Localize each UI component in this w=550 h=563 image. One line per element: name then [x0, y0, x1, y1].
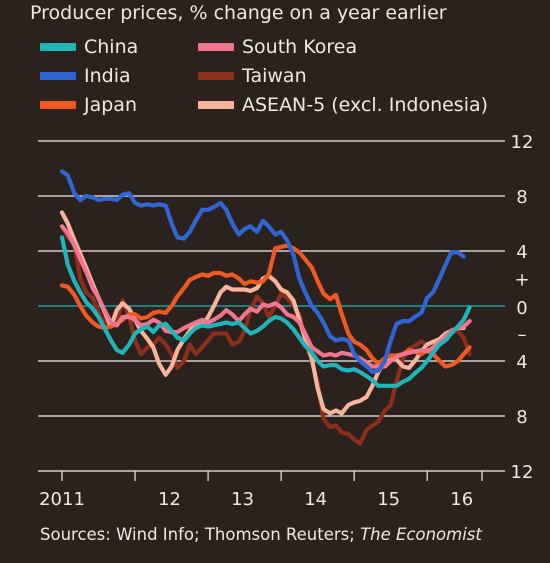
legend-label-japan: Japan — [84, 94, 137, 116]
legend-label-china: China — [84, 36, 139, 58]
legend-swatch-china — [40, 43, 76, 51]
x-tick-label: 15 — [377, 489, 400, 510]
y-tick-label: 8 — [516, 407, 527, 428]
x-tick-label: 16 — [450, 489, 473, 510]
series-lines — [59, 169, 472, 446]
source-text: Sources: Wind Info; Thomson Reuters; — [40, 525, 361, 544]
legend-label-taiwan: Taiwan — [242, 65, 307, 87]
legend-swatch-taiwan — [198, 72, 234, 80]
legend-item-china: China — [40, 36, 138, 58]
source-publication: The Economist — [360, 525, 482, 544]
x-tick-label: 13 — [231, 489, 254, 510]
legend-item-india: India — [40, 65, 131, 87]
y-tick-label: 12 — [511, 132, 534, 153]
legend-label-india: India — [84, 65, 131, 87]
legend-label-asean-5: ASEAN-5 (excl. Indonesia) — [242, 94, 489, 116]
legend-item-taiwan: Taiwan — [198, 65, 307, 87]
series-line-taiwan — [59, 224, 472, 446]
chart-title: Producer prices, % change on a year earl… — [30, 2, 447, 24]
legend-swatch-japan — [40, 101, 76, 109]
x-tick-label: 14 — [304, 489, 327, 510]
axes: 12 8 4 +0 – 4 8 12 2011 12 13 14 15 16 — [39, 132, 533, 510]
legend-swatch-asean-5 — [198, 101, 234, 109]
x-tick-label: 12 — [158, 489, 181, 510]
legend-swatch-south-korea — [198, 43, 234, 51]
y-tick-label: 12 — [511, 462, 534, 483]
series-line-china — [59, 235, 472, 388]
x-tick-label: 2011 — [39, 489, 85, 510]
y-tick-label: 8 — [516, 187, 527, 208]
legend-item-japan: Japan — [40, 94, 137, 116]
y-tick-label: – — [518, 325, 527, 346]
legend-swatch-india — [40, 72, 76, 80]
legend-label-south-korea: South Korea — [242, 36, 358, 58]
y-tick-label: + — [514, 270, 529, 291]
series-line-india — [59, 169, 466, 375]
series-line-south-korea — [59, 224, 472, 369]
legend-item-south-korea: South Korea — [198, 36, 357, 58]
y-tick-label: 0 — [516, 298, 527, 319]
y-tick-label: 4 — [516, 352, 527, 373]
legend-item-asean-5: ASEAN-5 (excl. Indonesia) — [198, 94, 488, 116]
y-tick-label: 4 — [516, 242, 527, 263]
source-note: Sources: Wind Info; Thomson Reuters; The… — [40, 525, 482, 544]
